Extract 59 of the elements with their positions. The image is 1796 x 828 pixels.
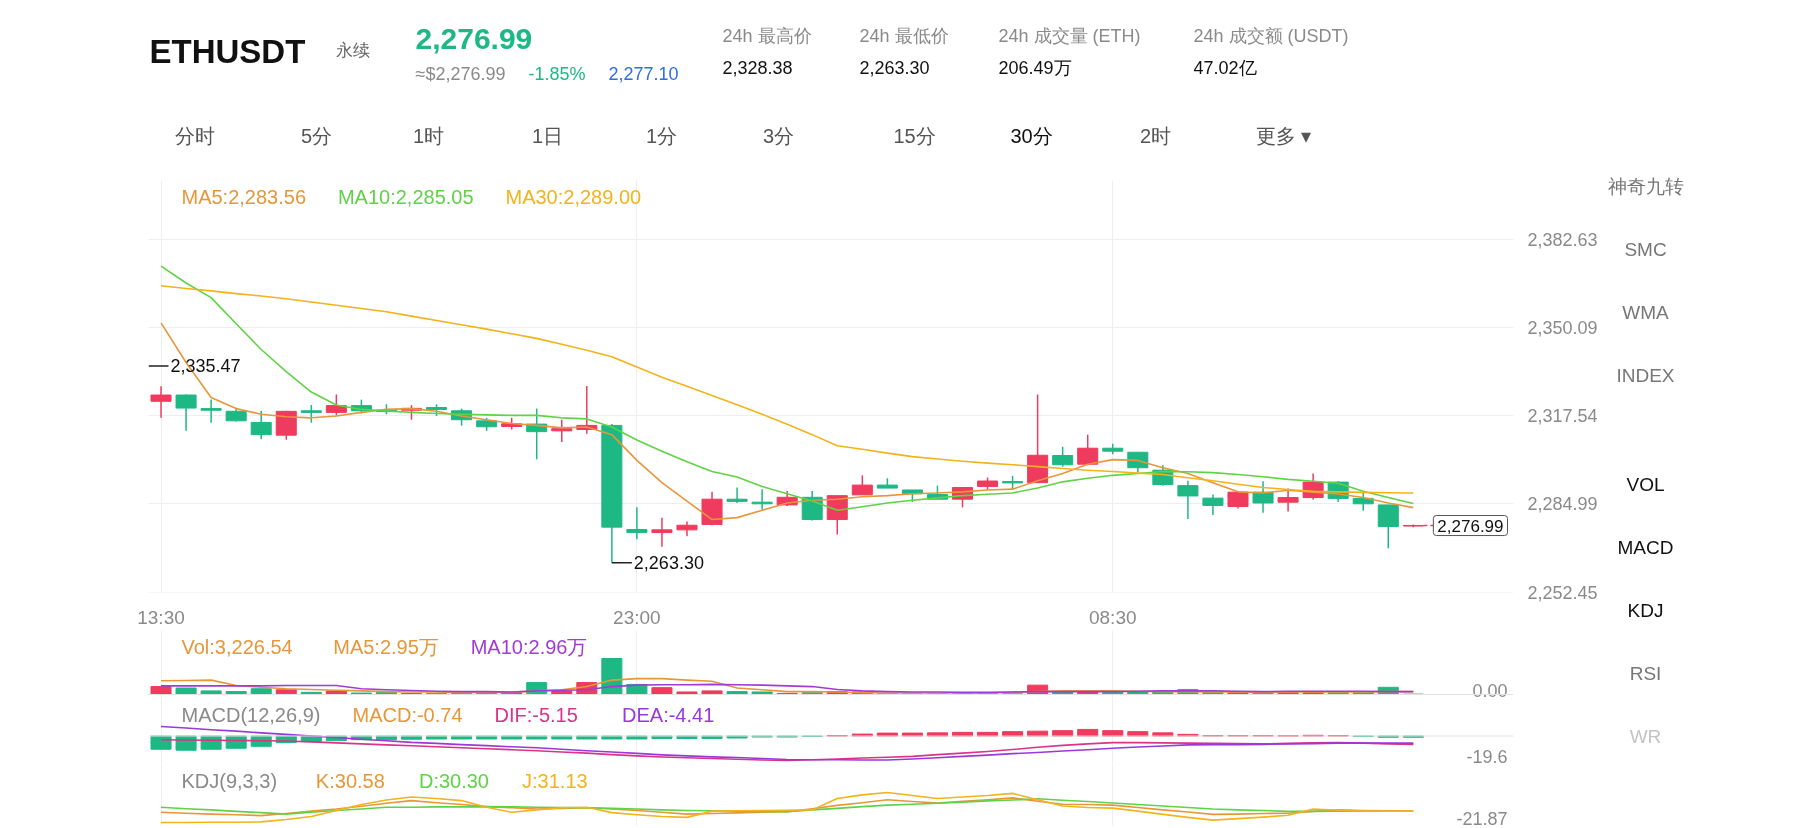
text: 1分	[645, 124, 678, 147]
text: INDEX	[1616, 365, 1675, 386]
text: 更多 ▾	[1255, 124, 1312, 147]
series-label: MA10:2.96万	[470, 635, 588, 658]
text: 2,328.38	[722, 58, 793, 78]
text: 3分	[762, 124, 795, 147]
text: WR	[1629, 726, 1662, 747]
text: MA30:2,289.00	[505, 185, 642, 208]
text: 分时	[174, 124, 215, 147]
series-label: K:30.58	[315, 769, 385, 792]
text: WMA	[1622, 302, 1670, 323]
text: 24h 成交量 (ETH)	[998, 25, 1141, 46]
y-tick-label: 2,382.63	[1527, 229, 1598, 250]
text: 5分	[300, 124, 333, 147]
text: 47.02亿	[1193, 57, 1257, 78]
y-tick-label: 2,252.45	[1527, 582, 1598, 603]
y-tick-label: 2,350.09	[1527, 317, 1598, 338]
series-label: DEA:-4.41	[622, 703, 715, 726]
text: MACD	[1617, 537, 1674, 558]
chart-title: MACD(12,26,9)	[181, 703, 321, 726]
series-label: J:31.13	[522, 769, 588, 792]
text: SMC	[1624, 239, 1667, 260]
text: 15分	[893, 124, 936, 147]
text: KDJ	[1627, 600, 1664, 621]
text: 神奇九转	[1607, 176, 1684, 197]
x-tick-label: 08:30	[1088, 606, 1137, 628]
text: MA5:2,283.56	[181, 185, 307, 208]
text: 2,263.30	[859, 58, 930, 78]
text: 2时	[1139, 124, 1172, 147]
text: 30分	[1010, 124, 1053, 147]
annotation: 2,263.30	[633, 553, 704, 574]
series-label: D:30.30	[418, 769, 489, 792]
series-label: DIF:-5.15	[494, 703, 578, 726]
text: Vol:3,226.54	[181, 635, 293, 658]
text: 永续	[335, 41, 370, 60]
x-tick-label: 23:00	[613, 606, 661, 628]
ref-line-label: 2,276.99	[1437, 516, 1504, 536]
text: 2,277.10	[608, 64, 679, 84]
text: 1时	[412, 124, 445, 147]
text: 24h 成交额 (USDT)	[1193, 25, 1349, 46]
series-label: MA5:2.95万	[333, 635, 439, 658]
text: -21.87	[1456, 808, 1508, 828]
y-tick-label: 2,284.99	[1527, 494, 1598, 515]
y-tick-label: 2,317.54	[1527, 406, 1598, 427]
text: -19.6	[1466, 746, 1508, 767]
x-tick-label: 13:30	[137, 606, 185, 628]
text: 1日	[531, 124, 564, 147]
text: -1.85%	[528, 63, 586, 84]
text: 24h 最低价	[859, 25, 949, 46]
chart-title: KDJ(9,3,3)	[181, 769, 278, 792]
text: ≈$2,276.99	[415, 63, 506, 84]
series-label: MACD:-0.74	[352, 703, 463, 726]
text: MA10:2,285.05	[337, 185, 474, 208]
text: 24h 最高价	[722, 25, 812, 46]
text: ETHUSDT	[149, 33, 306, 70]
text: 206.49万	[998, 57, 1072, 78]
text: RSI	[1629, 663, 1662, 684]
text: 2,276.99	[415, 21, 533, 55]
text: VOL	[1626, 474, 1665, 495]
